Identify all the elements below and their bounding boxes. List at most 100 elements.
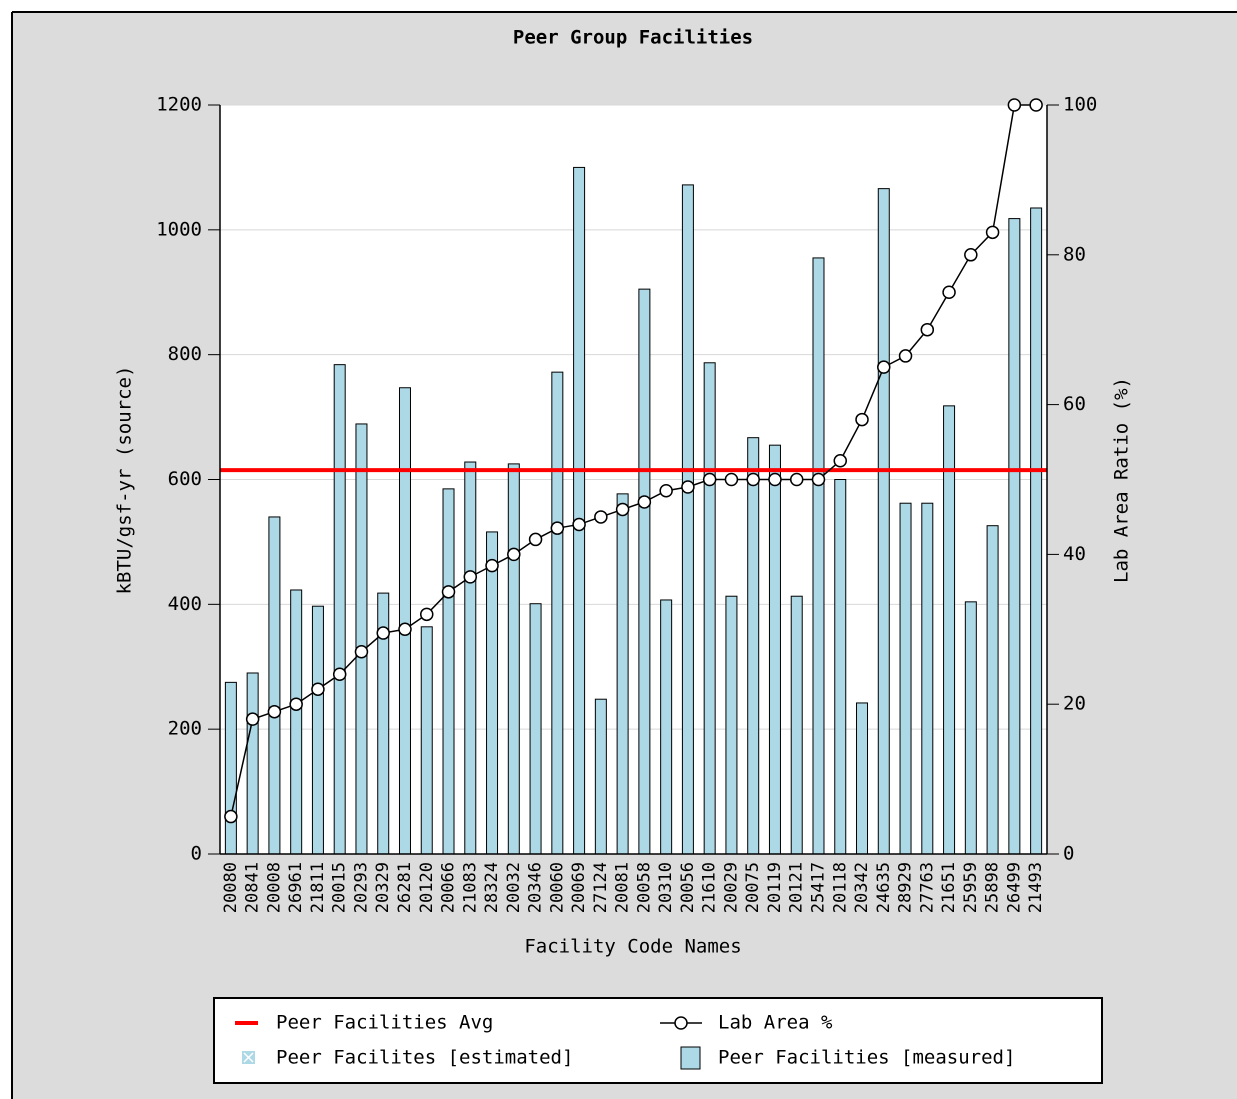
bar bbox=[529, 603, 542, 855]
x-tick-label: 20080 bbox=[221, 862, 241, 913]
lab-area-point bbox=[398, 622, 412, 637]
bar bbox=[1008, 218, 1021, 855]
chart-title: Peer Group Facilities bbox=[513, 27, 753, 49]
lab-area-point bbox=[224, 809, 238, 824]
lab-area-point bbox=[942, 285, 956, 299]
x-tick-label: 20066 bbox=[439, 862, 459, 913]
x-tick-label: 20069 bbox=[569, 862, 589, 913]
x-tick-label: 28929 bbox=[896, 862, 916, 913]
x-tick-label: 20008 bbox=[264, 862, 284, 913]
bar bbox=[573, 166, 586, 855]
bar bbox=[725, 595, 738, 855]
x-tick-label: 25898 bbox=[983, 862, 1003, 913]
bar bbox=[464, 461, 477, 855]
bar bbox=[921, 502, 934, 855]
lab-area-point bbox=[768, 472, 782, 487]
bar bbox=[268, 516, 281, 855]
lab-area-point bbox=[507, 547, 521, 562]
y-tick-label: 600 bbox=[168, 468, 202, 490]
bar bbox=[899, 502, 912, 855]
y-tick-label: 200 bbox=[168, 718, 202, 740]
lab-area-point bbox=[789, 472, 804, 487]
x-tick-label: 20120 bbox=[417, 862, 437, 913]
legend-label: Peer Facilities [measured] bbox=[718, 1047, 1015, 1069]
lab-area-point bbox=[702, 472, 717, 487]
bar bbox=[681, 184, 694, 855]
legend-swatch bbox=[674, 1016, 688, 1030]
bar bbox=[747, 437, 760, 855]
lab-area-point bbox=[877, 360, 891, 374]
x-tick-label: 24635 bbox=[874, 862, 894, 913]
lab-area-point bbox=[746, 472, 760, 487]
bar bbox=[420, 626, 433, 855]
lab-area-point bbox=[898, 349, 913, 363]
bar bbox=[638, 288, 651, 855]
x-tick-label: 21083 bbox=[460, 862, 480, 913]
lab-area-point bbox=[1029, 98, 1043, 112]
x-tick-label: 20346 bbox=[526, 862, 546, 913]
x-tick-label: 26281 bbox=[395, 862, 415, 913]
x-tick-label: 20293 bbox=[351, 862, 371, 913]
x-tick-label: 20060 bbox=[547, 862, 567, 913]
legend-swatch-hatch bbox=[243, 1052, 254, 1063]
lab-area-point bbox=[311, 682, 325, 696]
legend-label: Peer Facilites [estimated] bbox=[276, 1047, 573, 1069]
x-tick-label: 20342 bbox=[852, 862, 872, 913]
bar bbox=[355, 423, 368, 855]
lab-area-point bbox=[594, 510, 608, 524]
x-tick-label: 20118 bbox=[830, 862, 850, 913]
bar bbox=[812, 257, 825, 855]
lab-area-point bbox=[550, 521, 565, 535]
bar bbox=[551, 371, 564, 855]
lab-area-point bbox=[985, 225, 1000, 240]
lab-area-point bbox=[485, 558, 499, 573]
x-tick-label: 27763 bbox=[917, 862, 937, 913]
x-tick-label: 20056 bbox=[678, 862, 698, 913]
lab-area-point bbox=[332, 667, 347, 681]
lab-area-point bbox=[659, 483, 673, 498]
lab-area-point bbox=[245, 712, 260, 726]
y2-tick-label: 80 bbox=[1063, 243, 1086, 265]
x-tick-label: 25959 bbox=[961, 862, 981, 913]
lab-area-point bbox=[855, 412, 869, 427]
lab-area-point bbox=[1007, 98, 1022, 112]
y2-tick-label: 20 bbox=[1063, 693, 1086, 715]
y-tick-label: 400 bbox=[168, 593, 202, 615]
bar bbox=[834, 479, 847, 855]
lab-area-point bbox=[528, 532, 543, 547]
x-tick-label: 20032 bbox=[504, 862, 524, 913]
legend-label: Peer Facilities Avg bbox=[276, 1012, 493, 1034]
y-axis-title: kBTU/gsf-yr (source) bbox=[114, 366, 136, 595]
y-tick-label: 0 bbox=[191, 843, 202, 865]
lab-area-point bbox=[441, 585, 456, 599]
y-tick-label: 1000 bbox=[156, 218, 202, 240]
x-tick-label: 21811 bbox=[308, 862, 328, 913]
bar bbox=[290, 589, 303, 855]
bar bbox=[703, 362, 716, 855]
legend bbox=[213, 997, 1103, 1084]
y2-tick-label: 0 bbox=[1063, 843, 1074, 865]
lab-area-point bbox=[354, 645, 369, 659]
x-tick-label: 20081 bbox=[613, 862, 633, 913]
bar bbox=[790, 595, 803, 855]
x-tick-label: 26499 bbox=[1004, 862, 1024, 913]
bar bbox=[986, 525, 999, 855]
lab-area-point bbox=[572, 517, 586, 532]
x-tick-label: 20841 bbox=[243, 862, 263, 913]
y2-tick-label: 60 bbox=[1063, 393, 1086, 415]
bar bbox=[1030, 207, 1043, 855]
x-tick-label: 20058 bbox=[634, 862, 654, 913]
plot bbox=[208, 98, 1059, 855]
legend-label: Lab Area % bbox=[718, 1012, 833, 1034]
x-tick-label: 27124 bbox=[591, 862, 611, 913]
legend-swatch bbox=[680, 1046, 701, 1070]
lab-area-point bbox=[267, 704, 282, 719]
x-tick-label: 20119 bbox=[765, 862, 785, 913]
bar bbox=[246, 672, 259, 855]
bar bbox=[768, 444, 781, 855]
bar bbox=[398, 387, 411, 855]
x-tick-label: 20075 bbox=[743, 862, 763, 913]
lab-area-point bbox=[463, 570, 478, 584]
x-tick-label: 21610 bbox=[700, 862, 720, 913]
